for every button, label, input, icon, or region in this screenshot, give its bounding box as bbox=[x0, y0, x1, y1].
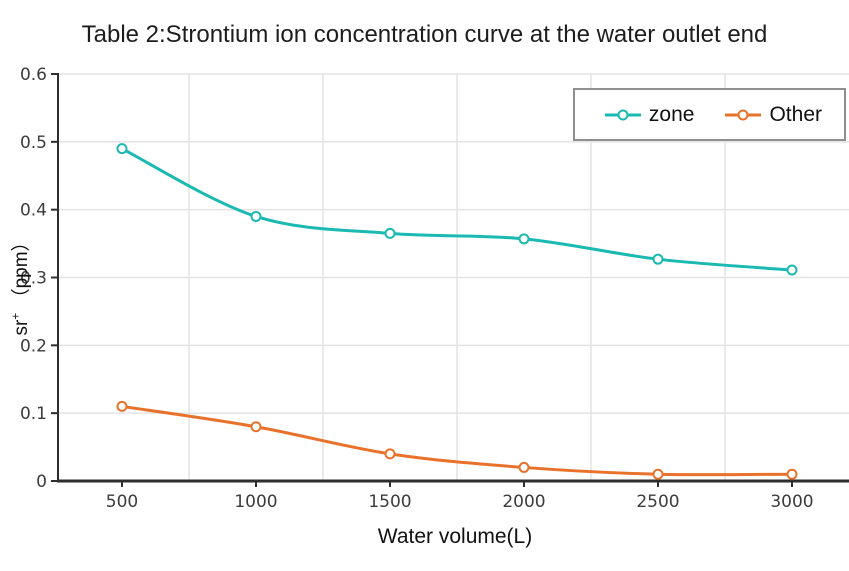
Other-data-point bbox=[652, 468, 664, 480]
y-tick-label: 0.2 bbox=[20, 336, 47, 356]
zone-line-swatch-icon bbox=[604, 109, 641, 120]
x-tick-label: 500 bbox=[106, 492, 138, 512]
Other-data-point bbox=[518, 461, 530, 473]
zone-series-line bbox=[120, 147, 794, 272]
legend-item-other: Other bbox=[724, 103, 822, 127]
Other-data-point bbox=[786, 468, 798, 480]
y-tick-label: 0.4 bbox=[20, 201, 47, 221]
Other-data-point bbox=[116, 400, 128, 412]
legend-label-zone: zone bbox=[648, 102, 695, 126]
y-axis-label-unit: （ppm） bbox=[11, 232, 32, 308]
other-line-swatch-icon bbox=[725, 109, 762, 120]
y-tick-label: 0.3 bbox=[20, 269, 47, 289]
legend-item-zone: zone bbox=[604, 102, 695, 127]
Other-data-point bbox=[384, 448, 396, 460]
zone-data-point bbox=[116, 143, 128, 155]
zone-data-point bbox=[250, 210, 262, 222]
zone-data-point bbox=[518, 233, 530, 245]
zone-data-point bbox=[384, 227, 396, 239]
zone-data-point bbox=[786, 264, 798, 276]
y-axis-label-base: sr bbox=[11, 319, 32, 336]
y-tick-label: 0.1 bbox=[20, 404, 47, 424]
x-tick-label: 1000 bbox=[234, 492, 277, 512]
legend-label-other: Other bbox=[769, 102, 822, 126]
x-tick-label: 3000 bbox=[770, 492, 813, 512]
y-tick-label: 0.5 bbox=[20, 133, 47, 153]
x-tick-label: 1500 bbox=[368, 492, 411, 512]
legend: zone Other bbox=[573, 88, 846, 141]
x-tick-label: 2500 bbox=[636, 492, 679, 512]
y-axis-label-sup: + bbox=[8, 312, 23, 320]
y-axis-label: sr+ （ppm） bbox=[6, 219, 32, 349]
Other-data-point bbox=[250, 421, 262, 433]
Other-series-line bbox=[120, 404, 794, 477]
chart-title: Table 2:Strontium ion concentration curv… bbox=[81, 21, 768, 48]
zone-data-point bbox=[652, 253, 664, 265]
x-axis-label: Water volume(L) bbox=[377, 525, 533, 548]
x-tick-label: 2000 bbox=[502, 492, 545, 512]
y-tick-label: 0.6 bbox=[20, 65, 47, 85]
y-tick-label: 0 bbox=[36, 472, 47, 492]
